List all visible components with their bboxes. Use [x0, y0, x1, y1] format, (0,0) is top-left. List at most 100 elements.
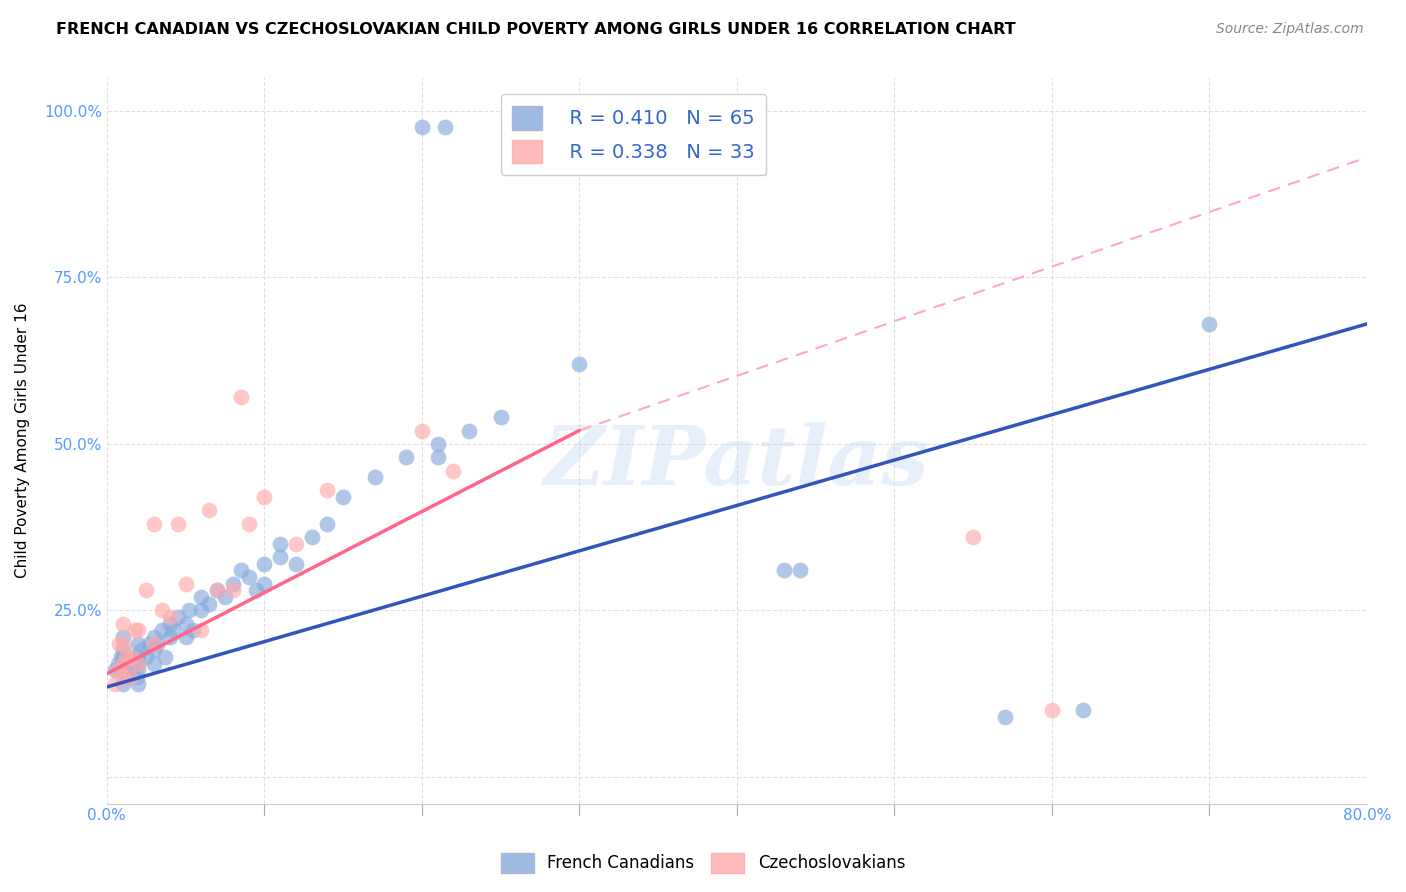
Point: [143, 643, 166, 657]
Point: [190, 624, 212, 638]
Point: [150, 603, 173, 617]
Point: [153, 650, 176, 665]
Point: [150, 624, 173, 638]
Point: [159, 610, 181, 624]
Point: [245, 583, 267, 598]
Point: [135, 583, 157, 598]
Point: [363, 470, 385, 484]
Point: [301, 530, 323, 544]
Point: [124, 624, 146, 638]
Point: [146, 637, 169, 651]
Point: [214, 590, 236, 604]
Point: [110, 650, 132, 665]
Point: [238, 570, 260, 584]
Point: [411, 120, 433, 135]
Point: [127, 676, 149, 690]
Point: [131, 643, 153, 657]
Point: [284, 557, 307, 571]
Point: [174, 630, 197, 644]
Point: [426, 437, 449, 451]
Point: [198, 597, 221, 611]
Point: [127, 624, 149, 638]
Point: [108, 637, 131, 651]
Point: [120, 657, 142, 671]
Point: [489, 410, 512, 425]
Text: Source: ZipAtlas.com: Source: ZipAtlas.com: [1216, 22, 1364, 37]
Point: [143, 657, 166, 671]
Point: [962, 530, 984, 544]
Point: [124, 657, 146, 671]
Point: [111, 616, 134, 631]
Point: [190, 590, 212, 604]
Point: [332, 490, 354, 504]
Point: [143, 516, 166, 531]
Point: [174, 616, 197, 631]
Point: [166, 610, 188, 624]
Point: [284, 537, 307, 551]
Point: [111, 676, 134, 690]
Point: [111, 637, 134, 651]
Point: [789, 564, 811, 578]
Point: [269, 550, 291, 565]
Point: [104, 664, 127, 678]
Point: [121, 650, 143, 665]
Point: [229, 564, 252, 578]
Point: [458, 424, 481, 438]
Point: [222, 583, 245, 598]
Point: [269, 537, 291, 551]
Point: [316, 483, 339, 498]
Text: FRENCH CANADIAN VS CZECHOSLOVAKIAN CHILD POVERTY AMONG GIRLS UNDER 16 CORRELATIO: FRENCH CANADIAN VS CZECHOSLOVAKIAN CHILD…: [56, 22, 1017, 37]
Point: [205, 583, 228, 598]
Point: [111, 657, 134, 671]
Point: [122, 650, 145, 665]
Point: [143, 637, 166, 651]
Point: [434, 120, 457, 135]
Point: [1198, 317, 1220, 331]
Point: [222, 576, 245, 591]
Point: [166, 516, 188, 531]
Point: [159, 630, 181, 644]
Point: [773, 564, 796, 578]
Point: [411, 424, 433, 438]
Point: [253, 576, 276, 591]
Point: [568, 357, 591, 371]
Point: [114, 650, 136, 665]
Point: [111, 664, 134, 678]
Point: [174, 576, 197, 591]
Point: [127, 657, 149, 671]
Point: [111, 650, 134, 665]
Point: [127, 637, 149, 651]
Point: [120, 670, 142, 684]
Point: [127, 664, 149, 678]
Point: [143, 630, 166, 644]
Point: [190, 603, 212, 617]
Legend:   R = 0.410   N = 65,   R = 0.338   N = 33: R = 0.410 N = 65, R = 0.338 N = 33: [501, 95, 766, 175]
Point: [198, 503, 221, 517]
Point: [229, 390, 252, 404]
Point: [135, 650, 157, 665]
Point: [107, 657, 129, 671]
Point: [1071, 703, 1094, 717]
Text: ZIPatlas: ZIPatlas: [544, 422, 929, 502]
Point: [111, 670, 134, 684]
Point: [1040, 703, 1063, 717]
Point: [441, 463, 464, 477]
Point: [127, 657, 149, 671]
Point: [177, 603, 200, 617]
Point: [253, 557, 276, 571]
Y-axis label: Child Poverty Among Girls Under 16: Child Poverty Among Girls Under 16: [15, 302, 30, 578]
Point: [121, 664, 143, 678]
Legend: French Canadians, Czechoslovakians: French Canadians, Czechoslovakians: [494, 847, 912, 880]
Point: [104, 676, 127, 690]
Point: [395, 450, 418, 465]
Point: [162, 624, 184, 638]
Point: [127, 650, 149, 665]
Point: [111, 630, 134, 644]
Point: [316, 516, 339, 531]
Point: [238, 516, 260, 531]
Point: [253, 490, 276, 504]
Point: [183, 624, 205, 638]
Point: [205, 583, 228, 598]
Point: [426, 450, 449, 465]
Point: [111, 643, 134, 657]
